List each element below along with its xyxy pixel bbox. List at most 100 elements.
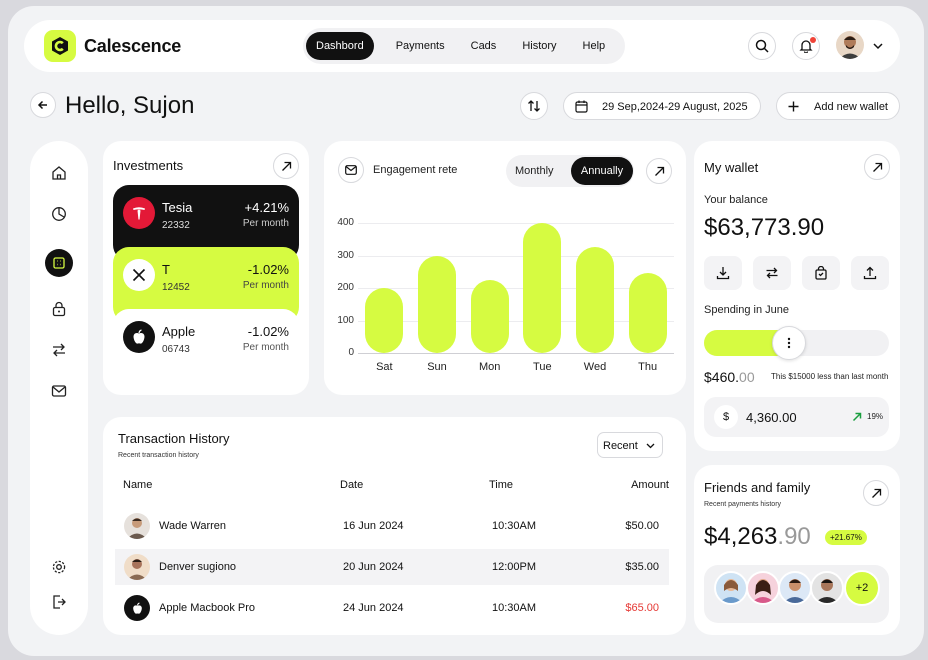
wallet-shop-button[interactable] xyxy=(802,256,840,290)
sidebar xyxy=(30,141,88,635)
friends-expand-button[interactable] xyxy=(863,480,889,506)
settings-icon[interactable] xyxy=(51,559,67,575)
chart-bar-thu[interactable] xyxy=(628,273,667,353)
investments-title: Investments xyxy=(113,158,184,173)
grid-line xyxy=(358,223,674,224)
dollar-icon: $ xyxy=(714,405,738,429)
add-wallet-button[interactable]: Add new wallet xyxy=(776,92,900,120)
nav-payments[interactable]: Payments xyxy=(395,40,445,52)
x-tick-label: Sat xyxy=(376,361,393,373)
y-tick-label: 0 xyxy=(348,347,354,358)
balance-amount: $63,773.90 xyxy=(704,214,825,241)
table-row[interactable]: Denver sugiono 20 Jun 2024 12:00PM $35.0… xyxy=(115,549,669,585)
investment-period: Per month xyxy=(242,342,289,353)
download-icon xyxy=(716,267,730,280)
nav-history[interactable]: History xyxy=(522,40,557,52)
friends-card: Friends and family Recent payments histo… xyxy=(694,465,900,635)
arrow-up-right-icon xyxy=(872,162,882,172)
grid-line xyxy=(358,353,674,354)
upload-icon xyxy=(863,266,877,280)
investments-expand-button[interactable] xyxy=(273,153,299,179)
back-button[interactable] xyxy=(30,92,56,118)
spending-slider-handle[interactable] xyxy=(772,326,807,360)
spent-main: $460. xyxy=(704,369,740,385)
chart-bar-mon[interactable] xyxy=(470,279,509,353)
x-tick-label: Wed xyxy=(583,361,607,373)
arrow-up-right-icon xyxy=(654,166,664,176)
logout-icon[interactable] xyxy=(51,594,67,610)
friend-avatar[interactable] xyxy=(778,571,812,605)
friends-avatars: +2 xyxy=(704,565,889,623)
grid-line xyxy=(358,255,674,257)
recent-filter-value: Recent xyxy=(603,440,638,452)
investment-code: 06743 xyxy=(162,344,190,355)
transactions-subtitle: Recent transaction history xyxy=(118,452,199,459)
pie-chart-icon[interactable] xyxy=(51,206,67,222)
calendar-icon xyxy=(575,100,588,113)
investment-item-apple[interactable]: Apple 06743 -1.02% Per month xyxy=(113,309,299,383)
transfer-icon[interactable] xyxy=(51,342,67,358)
investment-change: -1.02% xyxy=(247,262,289,277)
arrow-up-right-icon xyxy=(871,488,881,498)
recent-filter-select[interactable]: Recent xyxy=(597,432,663,458)
chart-bar-tue[interactable] xyxy=(523,223,562,353)
wallet-upload-button[interactable] xyxy=(851,256,889,290)
avatar[interactable] xyxy=(836,31,864,59)
notifications-button[interactable] xyxy=(792,32,820,60)
swap-sort-button[interactable] xyxy=(520,92,548,120)
y-tick-label: 400 xyxy=(337,217,354,228)
x-tick-label: Tue xyxy=(533,361,552,373)
date-range-picker[interactable]: 29 Sep,2024-29 August, 2025 xyxy=(563,92,761,120)
sidebar-item-dashboard[interactable] xyxy=(45,249,73,277)
mail-icon[interactable] xyxy=(51,383,67,399)
friends-title: Friends and family xyxy=(704,480,811,495)
engagement-mail-button[interactable] xyxy=(338,157,364,183)
lock-icon[interactable] xyxy=(51,301,67,317)
wallet-expand-button[interactable] xyxy=(864,154,890,180)
investment-code: 22332 xyxy=(162,220,190,231)
friends-subtitle: Recent payments history xyxy=(704,501,782,508)
arrow-up-right-icon xyxy=(281,161,291,171)
transactions-title: Transaction History xyxy=(118,431,230,446)
engagement-expand-button[interactable] xyxy=(646,158,672,184)
bell-icon xyxy=(799,40,813,53)
period-toggle: Monthly Annually xyxy=(506,155,634,187)
row-amount: $35.00 xyxy=(625,561,659,573)
col-date: Date xyxy=(340,479,364,491)
grid-line xyxy=(358,320,674,322)
home-icon[interactable] xyxy=(51,165,67,181)
friend-avatar[interactable] xyxy=(746,571,780,605)
brand-name: Calescence xyxy=(84,36,182,56)
nav-dashboard[interactable]: Dashbord xyxy=(306,32,374,60)
investment-name: Tesia xyxy=(162,200,193,215)
wallet-download-button[interactable] xyxy=(704,256,742,290)
apple-logo-icon xyxy=(124,595,150,621)
plus-icon xyxy=(788,101,799,112)
top-nav: Calescence Dashbord Payments Cads Histor… xyxy=(24,20,900,72)
chart-bar-wed[interactable] xyxy=(576,247,614,353)
toggle-monthly[interactable]: Monthly xyxy=(515,165,554,177)
friend-avatar[interactable] xyxy=(810,571,844,605)
grid-line xyxy=(358,288,674,289)
chart-bar-sun[interactable] xyxy=(418,255,456,353)
main-menu: Dashbord Payments Cads History Help xyxy=(303,28,625,64)
engagement-card: Engagement rete Monthly Annually 0 100 200… xyxy=(324,141,686,395)
tesla-logo-icon xyxy=(123,197,155,229)
chart-bar-sat[interactable] xyxy=(365,288,404,353)
nav-cards[interactable]: Cads xyxy=(470,40,497,52)
investment-name: Apple xyxy=(162,324,196,339)
wallet-transfer-button[interactable] xyxy=(753,256,791,290)
table-row[interactable]: Wade Warren 16 Jun 2024 10:30AM $50.00 xyxy=(115,508,669,544)
table-row[interactable]: Apple Macbook Pro 24 Jun 2024 10:30AM $6… xyxy=(115,590,669,626)
friend-avatar[interactable] xyxy=(714,571,748,605)
chevron-down-icon xyxy=(646,443,655,449)
chevron-down-icon[interactable] xyxy=(873,43,883,50)
wallet-card: My wallet Your balance $63,773.90 Spendi… xyxy=(694,141,900,451)
nav-help[interactable]: Help xyxy=(582,40,606,52)
row-name: Wade Warren xyxy=(159,520,227,532)
more-friends-button[interactable]: +2 xyxy=(844,570,880,606)
investment-name: T xyxy=(162,262,170,277)
toggle-annually[interactable]: Annually xyxy=(571,157,633,185)
search-button[interactable] xyxy=(748,32,776,60)
app-frame: Calescence Dashbord Payments Cads Histor… xyxy=(8,6,924,656)
